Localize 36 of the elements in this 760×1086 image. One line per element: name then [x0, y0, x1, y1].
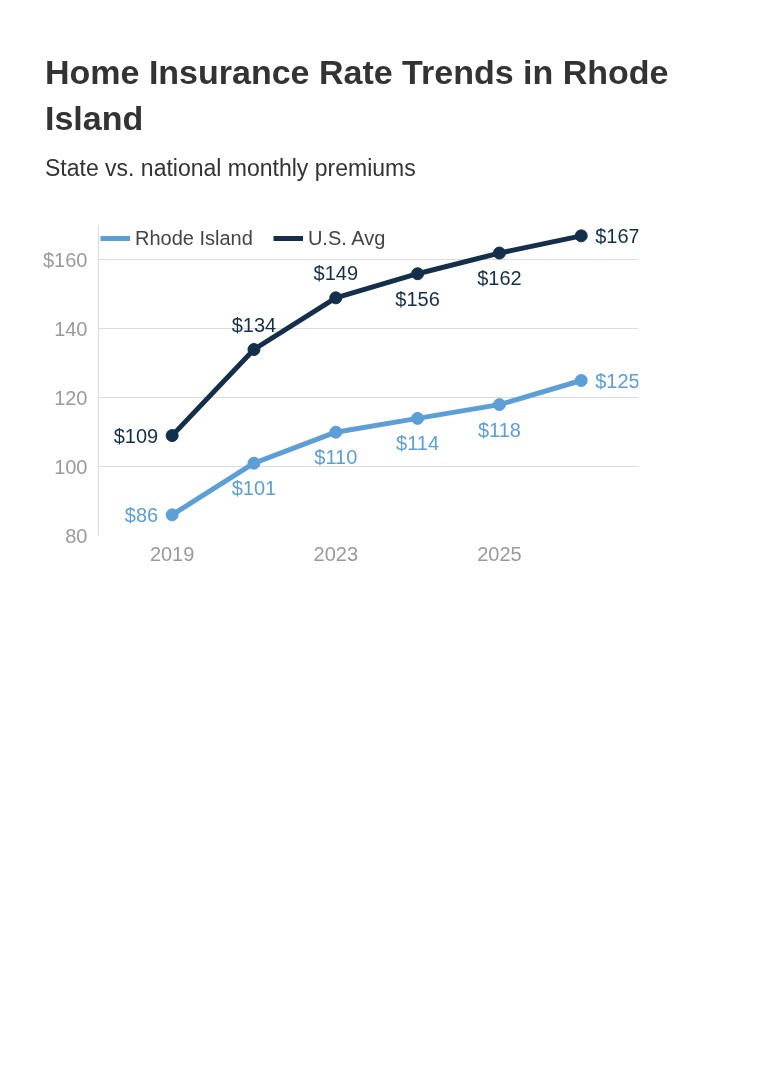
point — [492, 397, 506, 411]
point — [247, 456, 261, 470]
data-label: $118 — [477, 418, 521, 441]
chart-title: Home Insurance Rate Trends in Rhode Island — [45, 52, 670, 139]
chart-subtitle: State vs. national monthly premiums — [45, 153, 416, 183]
y-tick-label: 120 — [54, 386, 88, 409]
point — [165, 507, 179, 521]
point — [411, 266, 425, 280]
data-label: $109 — [113, 424, 159, 447]
point — [574, 373, 588, 387]
legend-label: Rhode Island — [135, 226, 253, 250]
data-label: $101 — [231, 476, 277, 499]
data-label: $162 — [477, 266, 522, 289]
point — [329, 425, 343, 439]
point — [329, 290, 343, 304]
y-tick-label: 100 — [54, 455, 88, 478]
point — [247, 342, 261, 356]
data-label: $167 — [595, 224, 640, 247]
data-label: $125 — [595, 369, 640, 392]
x-tick-label: 2019 — [149, 542, 195, 565]
data-label: $110 — [314, 445, 358, 468]
y-tick-label: $160 — [43, 248, 88, 271]
y-tick-label: 80 — [65, 524, 88, 547]
x-tick-label: 2023 — [313, 542, 359, 565]
point — [574, 228, 588, 242]
data-label: $149 — [313, 261, 359, 284]
y-tick-label: 140 — [54, 317, 88, 340]
data-label: $134 — [231, 313, 277, 336]
point — [492, 246, 506, 260]
data-label: $114 — [396, 432, 440, 455]
data-label: $156 — [395, 287, 440, 310]
point — [165, 428, 179, 442]
x-tick-label: 2025 — [477, 542, 522, 565]
point — [411, 411, 425, 425]
data-label: $86 — [124, 503, 159, 526]
legend-label: U.S. Avg — [307, 226, 386, 250]
